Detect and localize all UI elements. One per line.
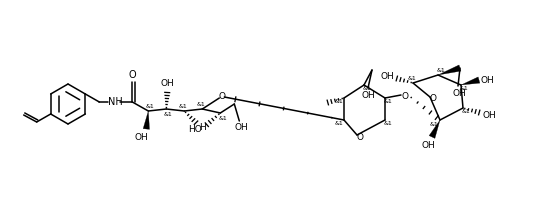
Text: &1: &1 — [437, 68, 446, 72]
Text: O: O — [128, 70, 136, 80]
Text: &1: &1 — [146, 103, 154, 109]
Text: &1: &1 — [384, 121, 392, 125]
Text: &1: &1 — [460, 85, 468, 90]
Text: O: O — [402, 91, 409, 100]
Text: &1: &1 — [462, 109, 470, 113]
Text: &1: &1 — [334, 98, 344, 103]
Polygon shape — [429, 120, 440, 138]
Text: OH: OH — [235, 124, 248, 133]
Polygon shape — [438, 65, 461, 75]
Text: &1: &1 — [164, 112, 173, 116]
Text: HO: HO — [189, 125, 202, 135]
Text: OH: OH — [452, 88, 466, 98]
Text: OH: OH — [134, 133, 148, 141]
Text: &1: &1 — [219, 115, 228, 121]
Text: &1: &1 — [384, 98, 392, 103]
Polygon shape — [461, 77, 480, 85]
Text: OH: OH — [380, 72, 394, 81]
Text: &1: &1 — [179, 103, 188, 109]
Text: OH: OH — [482, 111, 496, 120]
Text: OH: OH — [160, 78, 174, 87]
Text: &1: &1 — [363, 85, 371, 90]
Polygon shape — [143, 111, 150, 129]
Text: &1: &1 — [408, 75, 416, 81]
Text: O: O — [357, 133, 364, 141]
Text: &1: &1 — [334, 121, 344, 125]
Text: OH: OH — [421, 140, 435, 150]
Text: &1: &1 — [197, 101, 206, 107]
Text: OH: OH — [361, 90, 375, 99]
Text: OH: OH — [480, 75, 494, 85]
Text: &1: &1 — [430, 122, 438, 126]
Text: H: H — [199, 123, 206, 132]
Text: O: O — [429, 94, 436, 102]
Text: O: O — [219, 91, 226, 100]
Text: NH: NH — [108, 97, 122, 107]
